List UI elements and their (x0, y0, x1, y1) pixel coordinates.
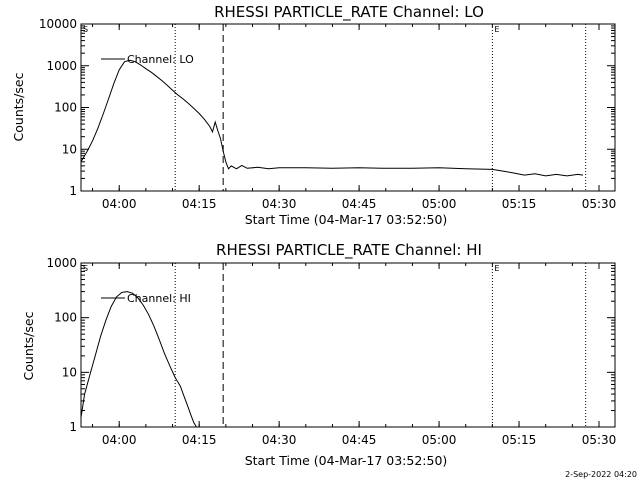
x-tick-label: 04:00 (102, 197, 137, 211)
y-tick-label: 1 (69, 420, 77, 434)
marker-label: S (83, 264, 88, 273)
chart-panel-lo: RHESSI PARTICLE_RATE Channel: LO Counts/… (11, 3, 616, 227)
y-tick-label: 10 (62, 365, 77, 379)
x-axis-label: Start Time (04-Mar-17 03:52:50) (245, 453, 448, 468)
x-tick-label: 04:30 (262, 433, 297, 447)
marker-label: S (83, 25, 88, 34)
series-line (80, 59, 584, 177)
x-tick-label: 04:15 (182, 197, 217, 211)
y-tick-label: 1000 (46, 59, 77, 73)
marker-label: E (494, 264, 499, 273)
y-tick-label: 1 (69, 184, 77, 198)
legend: Channel: LO (101, 53, 194, 66)
legend-label: Channel: HI (127, 292, 191, 305)
y-tick-label: 100 (54, 311, 77, 325)
x-tick-label: 04:30 (262, 197, 297, 211)
y-axis-label: Counts/sec (11, 72, 26, 141)
x-tick-label: 05:15 (502, 433, 537, 447)
x-tick-label: 04:15 (182, 433, 217, 447)
chart-title: RHESSI PARTICLE_RATE Channel: HI (216, 241, 482, 260)
legend-label: Channel: LO (127, 53, 194, 66)
marker-label: E (494, 25, 499, 34)
x-tick-label: 05:15 (502, 197, 537, 211)
y-tick-label: 10 (62, 142, 77, 156)
y-tick-label: 100 (54, 101, 77, 115)
series-line (80, 291, 197, 428)
x-tick-label: 04:00 (102, 433, 137, 447)
x-tick-label: 04:45 (342, 433, 377, 447)
y-tick-label: 1000 (46, 256, 77, 270)
x-tick-label: 05:30 (582, 433, 617, 447)
y-tick-label: 10000 (39, 17, 77, 31)
legend: Channel: HI (101, 292, 191, 305)
y-axis-label: Counts/sec (21, 311, 36, 380)
x-tick-label: 04:45 (342, 197, 377, 211)
chart-panel-hi: RHESSI PARTICLE_RATE Channel: HI Counts/… (21, 241, 616, 468)
x-axis-label: Start Time (04-Mar-17 03:52:50) (245, 212, 448, 227)
axis-ticks: 04:00 04:15 04:30 04:45 05:00 05:15 05:30 1 10 10… (46, 256, 616, 447)
axis-ticks: 04:00 04:15 04:30 04:45 05:00 05:15 05:30 1 10 10… (39, 17, 616, 211)
generation-date-stamp: 2-Sep-2022 04:20 (565, 470, 637, 479)
x-tick-label: 05:00 (422, 433, 457, 447)
plot-frame (80, 23, 616, 192)
x-tick-label: 05:00 (422, 197, 457, 211)
data-series (80, 291, 197, 428)
data-series (80, 59, 584, 177)
x-tick-label: 05:30 (582, 197, 617, 211)
chart-title: RHESSI PARTICLE_RATE Channel: LO (214, 3, 484, 22)
